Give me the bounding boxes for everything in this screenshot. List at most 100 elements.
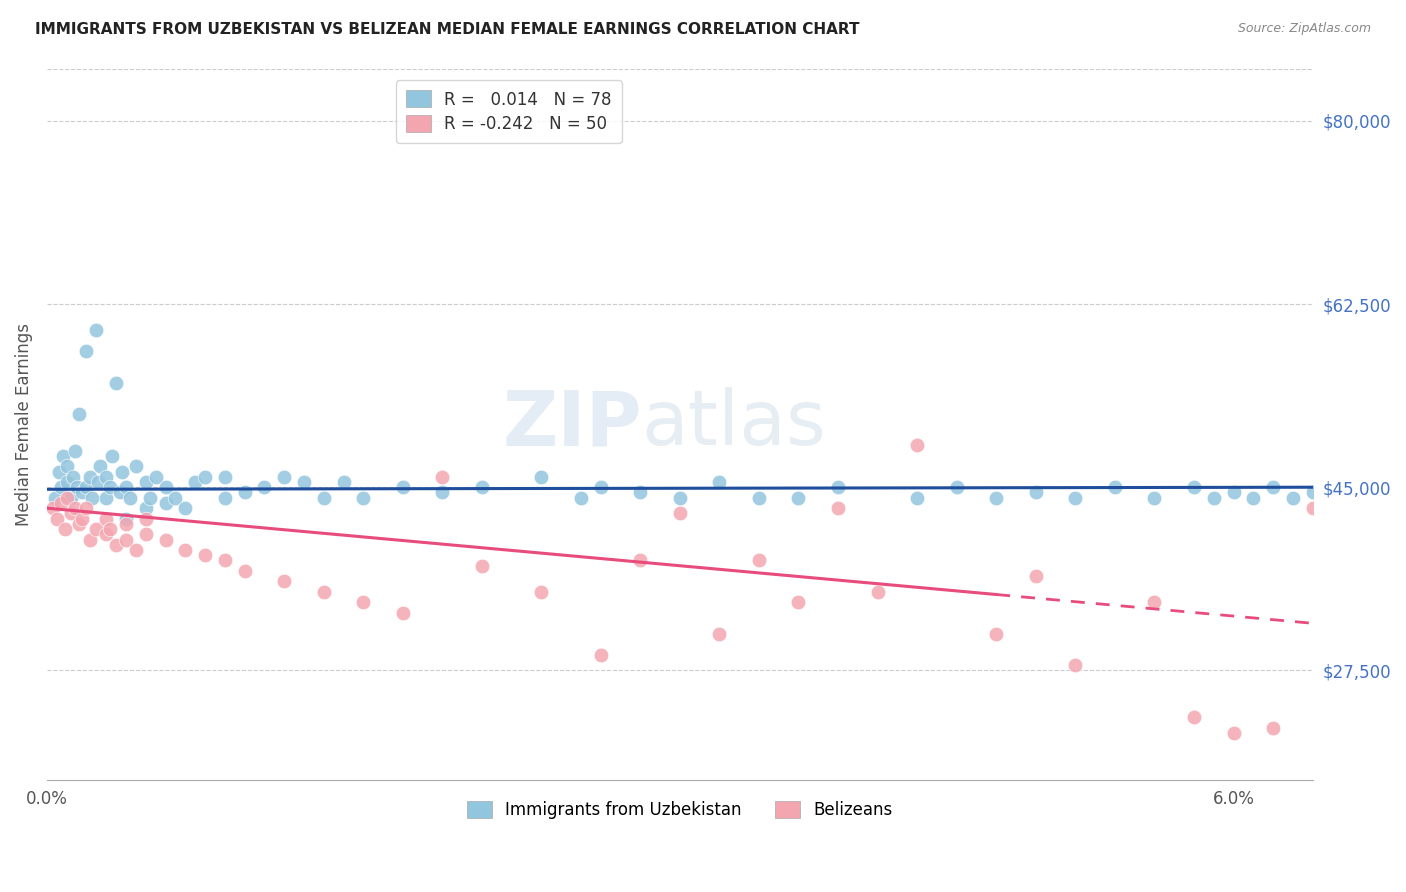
Point <box>115 511 138 525</box>
Point <box>48 465 70 479</box>
Point <box>1241 491 1264 505</box>
Point <box>96 511 118 525</box>
Point <box>709 475 731 489</box>
Point <box>905 438 928 452</box>
Point <box>392 480 415 494</box>
Point <box>49 496 72 510</box>
Point <box>589 648 612 662</box>
Point <box>105 538 128 552</box>
Point <box>432 485 454 500</box>
Point <box>44 491 66 505</box>
Point <box>45 511 67 525</box>
Point <box>79 469 101 483</box>
Point <box>866 585 889 599</box>
Point <box>42 501 65 516</box>
Point <box>787 491 810 505</box>
Point <box>67 516 90 531</box>
Point <box>72 511 94 525</box>
Point <box>165 491 187 505</box>
Point <box>155 480 177 494</box>
Point <box>145 469 167 483</box>
Point <box>1143 595 1166 609</box>
Point <box>79 533 101 547</box>
Point <box>63 443 86 458</box>
Point <box>72 485 94 500</box>
Point <box>530 585 553 599</box>
Point <box>96 469 118 483</box>
Point <box>668 507 690 521</box>
Y-axis label: Median Female Earnings: Median Female Earnings <box>15 323 32 526</box>
Point <box>87 475 110 489</box>
Point <box>530 469 553 483</box>
Point <box>1182 710 1205 724</box>
Point <box>52 449 75 463</box>
Point <box>827 501 849 516</box>
Point <box>96 491 118 505</box>
Point <box>1182 480 1205 494</box>
Point <box>1025 569 1047 583</box>
Point <box>59 507 82 521</box>
Point <box>1381 292 1403 306</box>
Point <box>118 491 141 505</box>
Point <box>55 459 77 474</box>
Point <box>1322 219 1344 233</box>
Point <box>214 469 236 483</box>
Point <box>352 595 374 609</box>
Point <box>986 491 1008 505</box>
Point <box>1064 491 1087 505</box>
Point <box>986 626 1008 640</box>
Point <box>174 501 197 516</box>
Point <box>332 475 354 489</box>
Point <box>787 595 810 609</box>
Point <box>273 469 295 483</box>
Point <box>668 491 690 505</box>
Point <box>214 553 236 567</box>
Point <box>1222 485 1244 500</box>
Point <box>125 459 148 474</box>
Point <box>1302 485 1324 500</box>
Point <box>101 449 124 463</box>
Point <box>233 485 256 500</box>
Point <box>108 485 131 500</box>
Point <box>49 480 72 494</box>
Point <box>115 480 138 494</box>
Point <box>138 491 160 505</box>
Point <box>432 469 454 483</box>
Point <box>96 527 118 541</box>
Point <box>135 501 157 516</box>
Point <box>312 585 335 599</box>
Point <box>75 344 97 359</box>
Point <box>748 491 770 505</box>
Point <box>53 522 76 536</box>
Point <box>1282 491 1305 505</box>
Point <box>135 527 157 541</box>
Point <box>194 548 217 562</box>
Point <box>67 407 90 421</box>
Point <box>135 511 157 525</box>
Point <box>65 480 87 494</box>
Point <box>1064 658 1087 673</box>
Point <box>194 469 217 483</box>
Point <box>1341 166 1364 180</box>
Point <box>1025 485 1047 500</box>
Point <box>628 485 651 500</box>
Point <box>1222 726 1244 740</box>
Point <box>75 480 97 494</box>
Point <box>62 469 84 483</box>
Point <box>89 459 111 474</box>
Point <box>59 491 82 505</box>
Point <box>471 558 494 573</box>
Point <box>86 323 108 337</box>
Point <box>214 491 236 505</box>
Point <box>184 475 207 489</box>
Point <box>312 491 335 505</box>
Point <box>827 480 849 494</box>
Point <box>569 491 592 505</box>
Point <box>125 543 148 558</box>
Point <box>98 522 121 536</box>
Point <box>135 475 157 489</box>
Text: ZIP: ZIP <box>502 387 641 461</box>
Point <box>98 480 121 494</box>
Point <box>945 480 967 494</box>
Point <box>392 606 415 620</box>
